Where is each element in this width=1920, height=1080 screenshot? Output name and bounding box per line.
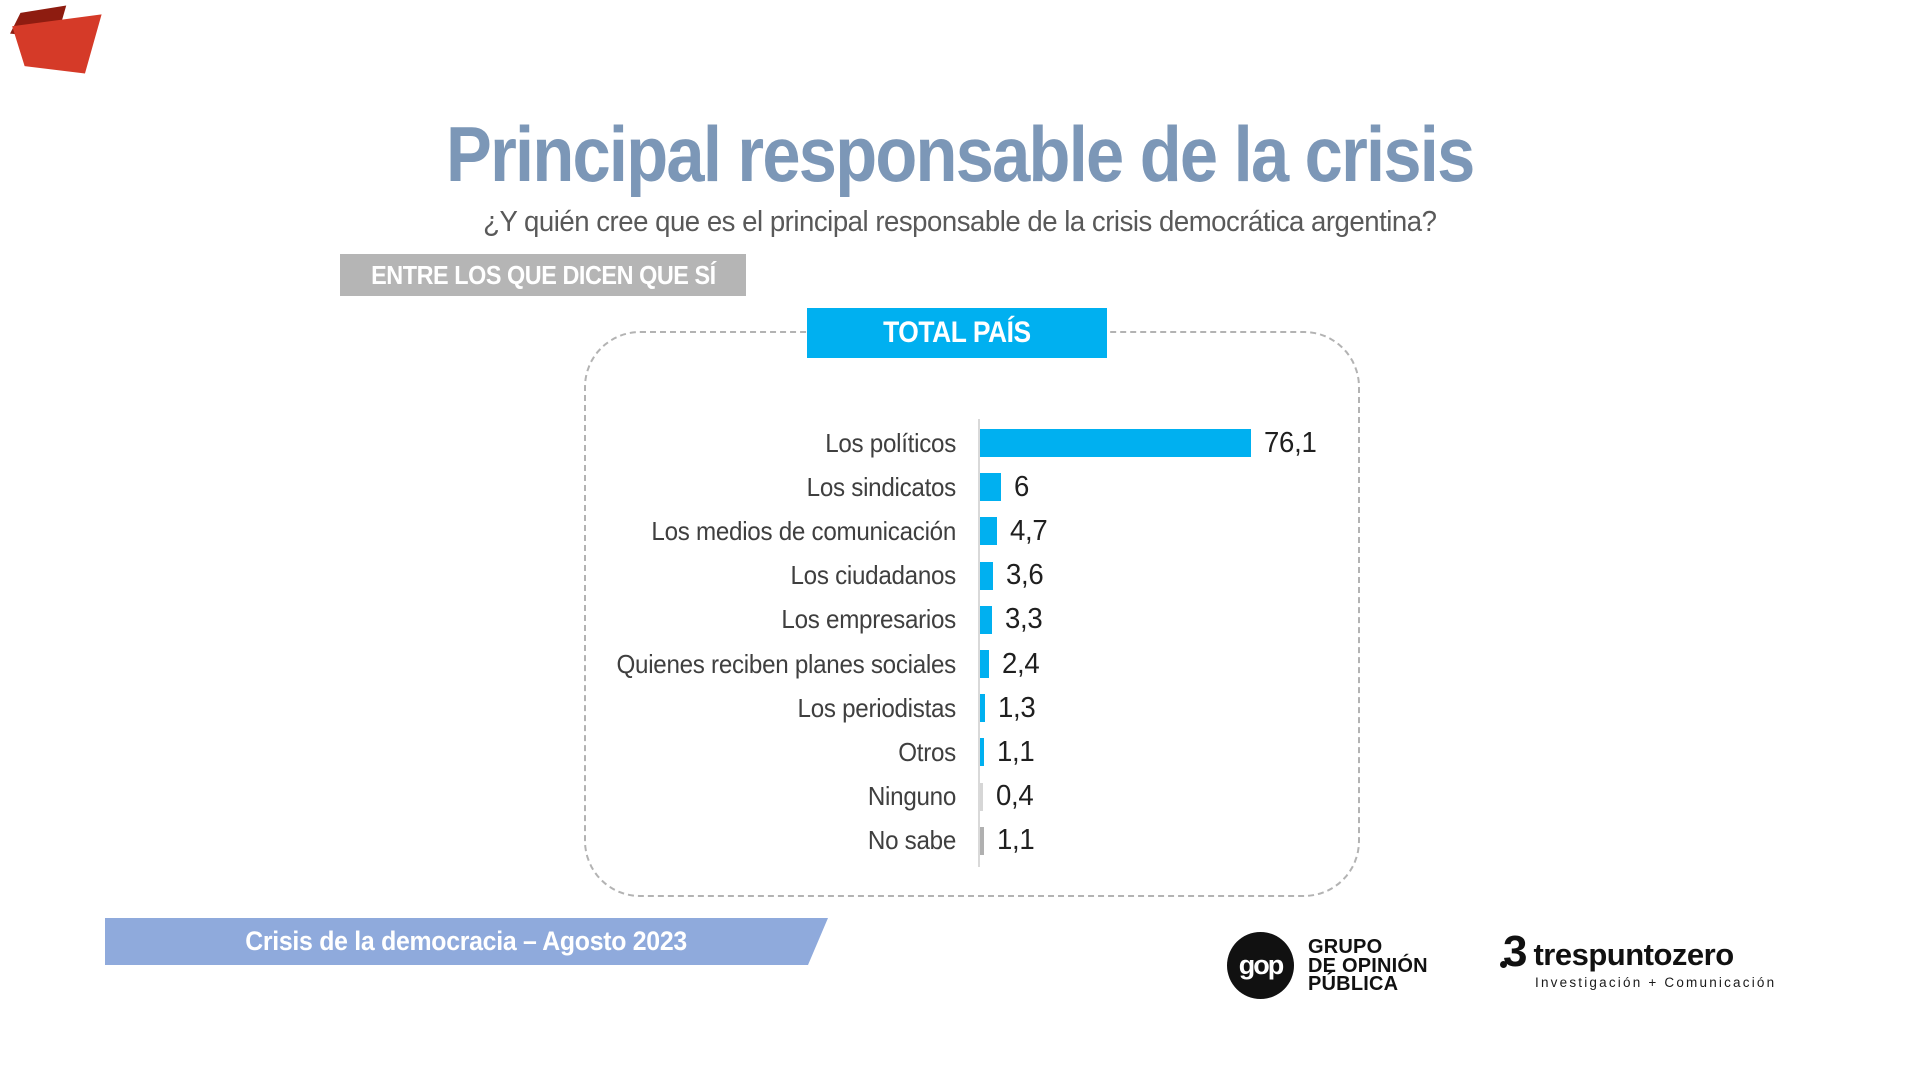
gop-logo-line: PÚBLICA <box>1308 973 1399 995</box>
trespuntozero-wordmark: trespuntozero <box>1533 937 1734 973</box>
bar-label: Los políticos <box>825 427 956 458</box>
bar-value: 3,3 <box>1004 603 1043 636</box>
bar <box>980 561 993 590</box>
bar <box>980 738 984 767</box>
bar-value: 1,3 <box>997 691 1036 724</box>
bar <box>980 650 989 679</box>
page-title-text: Principal responsable de la crisis <box>446 110 1475 198</box>
total-pais-badge: TOTAL PAÍS <box>807 308 1107 358</box>
bar-row: No sabe 1,1 <box>0 819 1920 863</box>
bar <box>980 782 983 811</box>
gop-logo-line: GRUPO <box>1308 936 1383 958</box>
gop-monogram: gop <box>1238 950 1285 980</box>
bar <box>980 429 1251 458</box>
bar-row: Los sindicatos 6 <box>0 465 1920 509</box>
bar-value: 6 <box>1014 470 1030 503</box>
bar-row: Otros 1,1 <box>0 730 1920 774</box>
total-pais-badge-label: TOTAL PAÍS <box>883 316 1031 349</box>
filter-badge: ENTRE LOS QUE DICEN QUE SÍ <box>340 254 746 296</box>
bar-value: 1,1 <box>996 735 1035 768</box>
trespuntozero-logo-row: 3 trespuntozero <box>1500 930 1763 974</box>
bar-label: Los medios de comunicación <box>651 515 956 546</box>
bar-row: Los ciudadanos 3,6 <box>0 554 1920 598</box>
gop-logo-icon: gop <box>1227 932 1294 999</box>
bar-label: Los empresarios <box>781 604 956 635</box>
bar-label: Ninguno <box>867 781 956 812</box>
bar-row: Los medios de comunicación 4,7 <box>0 509 1920 553</box>
bar-label: Quienes reciben planes sociales <box>616 648 957 679</box>
footer-banner-label: Crisis de la democracia – Agosto 2023 <box>245 926 688 956</box>
bar-row: Ninguno 0,4 <box>0 775 1920 819</box>
page-subtitle-text: ¿Y quién cree que es el principal respon… <box>483 206 1437 238</box>
bar-label: Los ciudadanos <box>790 560 957 591</box>
filter-badge-label: ENTRE LOS QUE DICEN QUE SÍ <box>370 259 716 290</box>
page-subtitle: ¿Y quién cree que es el principal respon… <box>0 206 1920 239</box>
bar <box>980 473 1002 502</box>
bar-value: 2,4 <box>1001 647 1040 680</box>
bar <box>980 605 992 634</box>
red-flag-front-shape <box>12 14 102 74</box>
bar-label: Otros <box>898 736 956 767</box>
trespuntozero-logo: 3 trespuntozero Investigación + Comunica… <box>1500 930 1777 994</box>
bar <box>980 694 985 723</box>
trespuntozero-tagline: Investigación + Comunicación <box>1535 975 1777 991</box>
bar-row: Los empresarios 3,3 <box>0 598 1920 642</box>
bar-label: No sabe <box>867 825 956 856</box>
gop-logo: gop GRUPO DE OPINIÓN PÚBLICA <box>1227 932 1487 1002</box>
bar-row: Los políticos 76,1 <box>0 421 1920 465</box>
bar <box>980 826 984 855</box>
axis-line <box>978 419 980 867</box>
bar <box>980 517 997 546</box>
bar-row: Los periodistas 1,3 <box>0 686 1920 730</box>
bar-chart: Los políticos 76,1 Los sindicatos 6 Los medi… <box>0 421 1920 863</box>
gop-logo-line: DE OPINIÓN <box>1308 954 1428 977</box>
footer-banner: Crisis de la democracia – Agosto 2023 <box>105 918 828 965</box>
trespuntozero-mark-icon: 3 <box>1500 930 1527 974</box>
bar-value: 1,1 <box>996 824 1035 857</box>
bar-value: 3,6 <box>1005 559 1044 592</box>
page-title: Principal responsable de la crisis <box>0 110 1920 198</box>
bar-value: 76,1 <box>1263 426 1317 459</box>
bar-label: Los sindicatos <box>806 471 957 502</box>
bar-value: 4,7 <box>1009 514 1048 547</box>
gop-logo-text: GRUPO DE OPINIÓN PÚBLICA <box>1308 936 1428 995</box>
bar-value: 0,4 <box>995 780 1034 813</box>
bar-row: Quienes reciben planes sociales 2,4 <box>0 642 1920 686</box>
bar-label: Los periodistas <box>797 692 957 723</box>
corner-decoration <box>8 4 112 78</box>
